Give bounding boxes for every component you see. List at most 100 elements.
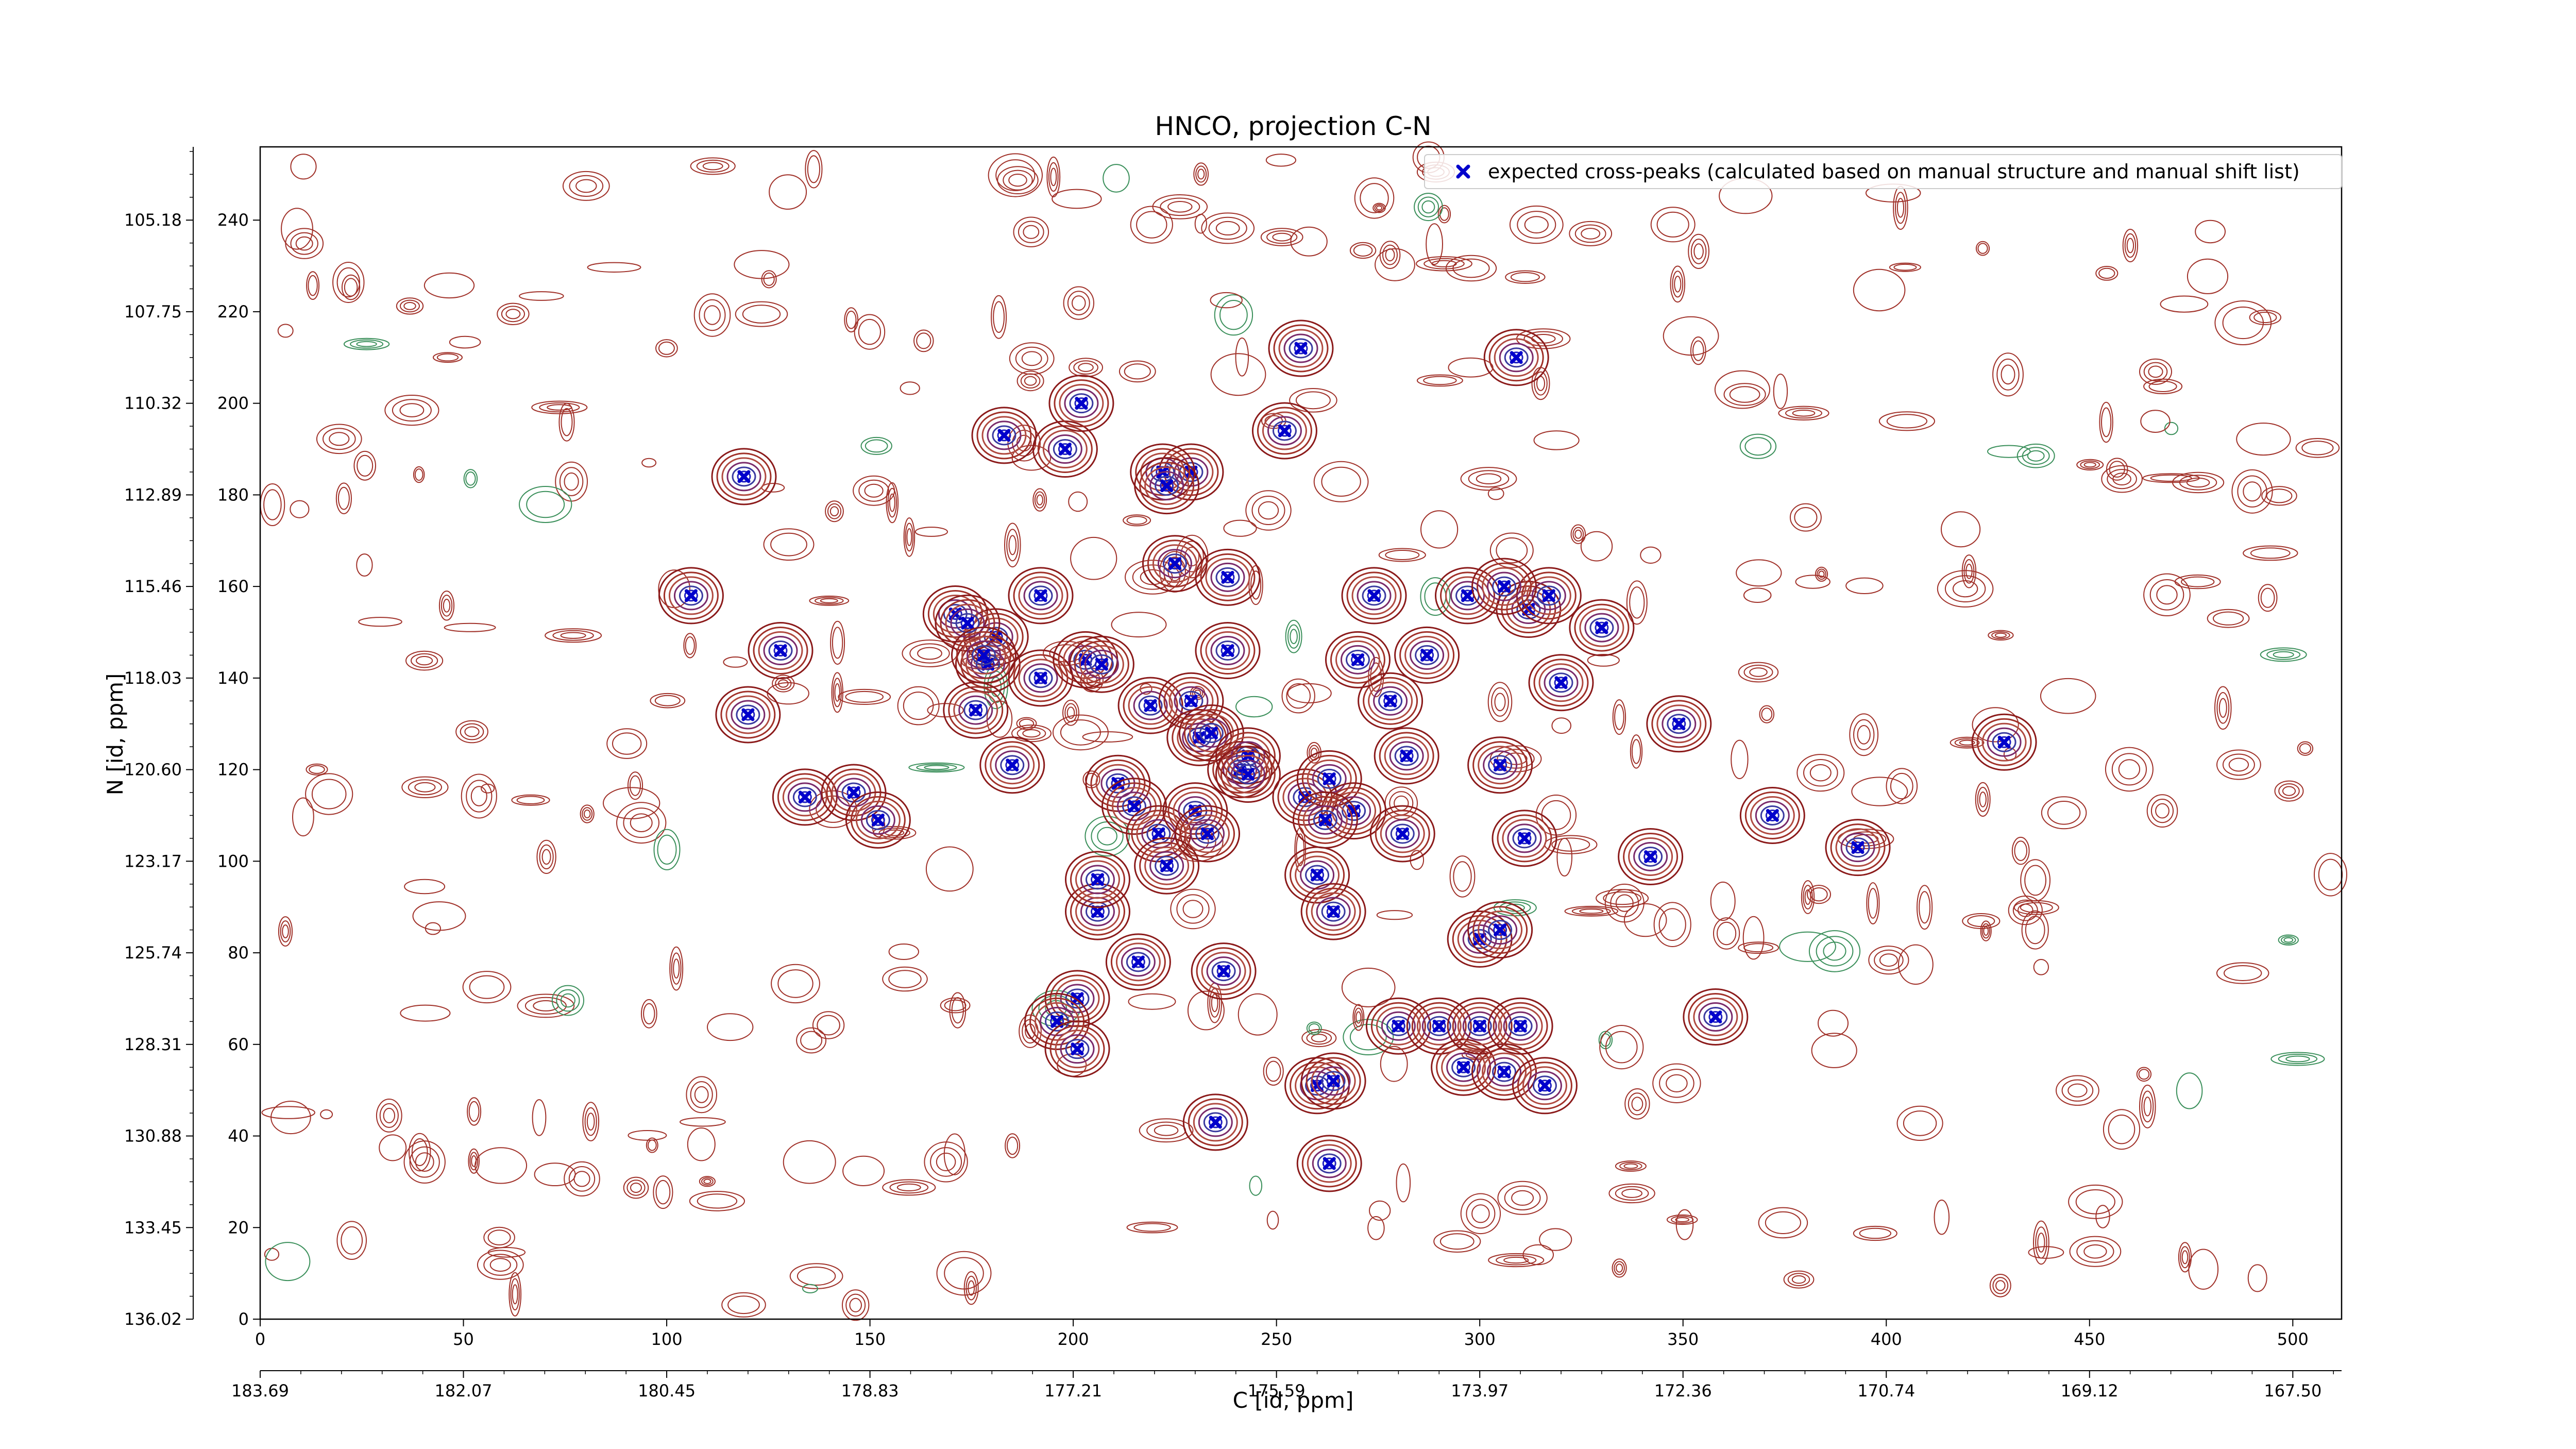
noise-contour xyxy=(906,528,912,546)
noise-contour xyxy=(2146,794,2178,828)
peak-contour xyxy=(1028,668,1053,688)
noise-contour xyxy=(1460,1193,1501,1235)
peak-marker xyxy=(997,429,1011,442)
peak-marker xyxy=(1221,644,1234,658)
peak-contour xyxy=(1070,1043,1084,1055)
peak-contour xyxy=(1342,801,1366,821)
noise-contour xyxy=(1672,271,1684,298)
noise-contour xyxy=(683,633,697,659)
peak-contour xyxy=(953,690,998,730)
noise-contour xyxy=(1063,286,1095,320)
peak-contour xyxy=(1618,828,1684,885)
noise-contour xyxy=(1587,654,1620,667)
noise-contour xyxy=(908,762,965,773)
noise-contour xyxy=(940,997,971,1014)
noise-contour xyxy=(845,310,857,329)
peak-contour xyxy=(748,622,814,680)
noise-contour xyxy=(1989,1274,2011,1298)
peak-contour xyxy=(1579,608,1624,647)
cross-peak xyxy=(1182,1093,1248,1151)
peak-contour xyxy=(1508,1016,1533,1036)
noise-contour xyxy=(562,171,610,201)
peak-contour xyxy=(1395,828,1410,840)
noise-contour xyxy=(261,1106,316,1119)
peak-contour xyxy=(668,576,714,615)
noise-contour xyxy=(460,723,484,740)
noise-contour xyxy=(404,879,446,895)
noise-contour xyxy=(888,943,920,960)
noise-contour xyxy=(1078,363,1094,372)
noise-contour xyxy=(878,828,910,838)
peak-contour xyxy=(1241,768,1255,780)
noise-contour xyxy=(1130,206,1173,244)
peak-contour xyxy=(1487,571,1522,601)
cross-peak xyxy=(1195,622,1261,680)
noise-contour xyxy=(1048,162,1059,192)
noise-contour xyxy=(1977,787,1989,812)
peak-contour xyxy=(1305,865,1330,885)
cross-peak xyxy=(1105,933,1171,991)
noise-contour xyxy=(1666,1214,1698,1225)
noise-contour xyxy=(1811,1033,1857,1068)
peak-marker xyxy=(1075,397,1088,410)
noise-contour xyxy=(1260,228,1303,246)
noise-contour xyxy=(1623,1163,1638,1169)
noise-contour xyxy=(1886,414,1927,429)
peak-contour xyxy=(1023,663,1058,693)
peak-contour xyxy=(716,452,772,501)
noise-contour xyxy=(1295,391,1331,410)
peak-marker xyxy=(1384,694,1397,707)
x-axis-label: C [id, ppm] xyxy=(1233,1388,1354,1413)
peak-contour xyxy=(1488,920,1513,940)
cross-peak xyxy=(1492,810,1557,867)
noise-contour xyxy=(1845,577,1884,595)
peak-contour xyxy=(1149,851,1184,881)
peak-contour xyxy=(972,645,996,665)
peak-contour xyxy=(1069,393,1094,414)
peak-marker xyxy=(1644,850,1657,863)
noise-contour xyxy=(2301,441,2334,456)
noise-contour xyxy=(1073,360,1098,375)
y-tick-label: 40 xyxy=(228,1126,249,1146)
noise-contour xyxy=(1139,1118,1194,1143)
peak-contour xyxy=(1208,1116,1223,1128)
noise-contour xyxy=(1417,196,1439,217)
noise-contour xyxy=(309,765,325,774)
peak-contour xyxy=(1467,929,1492,949)
peak-contour xyxy=(1502,819,1547,858)
peak-marker xyxy=(1494,759,1507,772)
peak-contour xyxy=(1322,1157,1336,1170)
peak-marker xyxy=(1318,813,1332,827)
peak-contour xyxy=(1326,905,1341,918)
noise-contour xyxy=(1308,1023,1320,1034)
peak-contour xyxy=(1368,681,1413,720)
noise-contour xyxy=(834,683,840,702)
peak-contour xyxy=(1126,952,1150,972)
noise-contour xyxy=(699,299,726,331)
peak-contour xyxy=(1008,649,1074,707)
noise-contour xyxy=(1738,662,1779,683)
noise-contour xyxy=(995,159,1036,191)
peak-contour xyxy=(1065,988,1090,1009)
peak-contour xyxy=(1390,823,1415,844)
peak-contour xyxy=(1023,581,1058,611)
noise-contour xyxy=(2174,574,2221,589)
noise-contour xyxy=(2136,1067,2152,1082)
noise-contour xyxy=(1471,1204,1490,1223)
noise-contour xyxy=(697,1193,738,1209)
peak-marker xyxy=(1420,648,1434,662)
peak-contour xyxy=(1992,732,2016,752)
peak-contour xyxy=(1351,576,1397,615)
noise-contour xyxy=(1789,503,1822,532)
noise-contour xyxy=(1281,678,1315,714)
noise-contour xyxy=(2216,692,2230,724)
peak-contour xyxy=(1569,599,1635,656)
legend-box xyxy=(1424,154,2342,189)
noise-contour xyxy=(1491,687,1509,717)
noise-contour xyxy=(889,493,895,512)
noise-contour xyxy=(704,305,721,325)
noise-contour xyxy=(505,309,521,319)
y-ppm-tick-label: 125.74 xyxy=(124,943,182,963)
peak-contour xyxy=(1037,425,1093,474)
peak-contour xyxy=(798,791,812,803)
